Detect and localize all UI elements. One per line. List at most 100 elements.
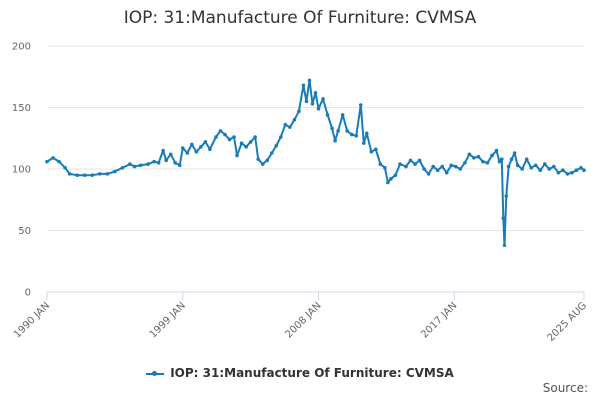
data-point[interactable]: [533, 163, 538, 168]
data-point[interactable]: [579, 165, 583, 170]
data-point[interactable]: [340, 113, 345, 117]
data-point[interactable]: [190, 142, 194, 147]
data-point[interactable]: [512, 151, 517, 155]
data-point[interactable]: [235, 153, 239, 158]
data-point[interactable]: [253, 135, 257, 139]
data-point[interactable]: [304, 99, 309, 104]
data-point[interactable]: [463, 161, 467, 165]
data-point[interactable]: [128, 162, 132, 166]
data-point[interactable]: [325, 113, 330, 117]
data-point[interactable]: [336, 129, 340, 133]
data-point[interactable]: [354, 133, 359, 138]
data-point[interactable]: [449, 163, 454, 168]
data-point[interactable]: [542, 162, 547, 166]
data-point[interactable]: [472, 156, 476, 160]
data-point[interactable]: [386, 180, 390, 185]
data-point[interactable]: [239, 141, 244, 145]
data-point[interactable]: [67, 172, 72, 176]
data-point[interactable]: [97, 172, 102, 176]
data-point[interactable]: [82, 173, 87, 177]
data-point[interactable]: [490, 153, 494, 158]
data-point[interactable]: [504, 194, 509, 198]
data-point[interactable]: [161, 148, 165, 153]
data-point[interactable]: [152, 159, 156, 164]
data-point[interactable]: [288, 125, 292, 129]
data-point[interactable]: [173, 161, 178, 165]
data-point[interactable]: [333, 138, 337, 143]
data-point[interactable]: [582, 168, 586, 173]
data-point[interactable]: [481, 159, 485, 164]
data-point[interactable]: [313, 90, 318, 95]
data-point[interactable]: [310, 102, 315, 106]
data-point[interactable]: [529, 165, 534, 170]
data-point[interactable]: [374, 147, 378, 152]
data-point[interactable]: [476, 154, 481, 159]
data-point[interactable]: [194, 149, 199, 154]
data-point[interactable]: [105, 172, 110, 176]
data-point[interactable]: [218, 129, 223, 133]
data-point[interactable]: [501, 216, 506, 220]
data-point[interactable]: [499, 157, 504, 161]
data-point[interactable]: [413, 162, 417, 166]
data-point[interactable]: [431, 164, 435, 169]
data-point[interactable]: [248, 140, 253, 144]
data-point[interactable]: [364, 131, 369, 136]
data-point[interactable]: [378, 162, 383, 166]
data-point[interactable]: [574, 168, 579, 173]
data-point[interactable]: [361, 141, 366, 145]
data-point[interactable]: [345, 129, 349, 133]
data-point[interactable]: [515, 163, 520, 168]
data-point[interactable]: [389, 177, 393, 181]
data-point[interactable]: [279, 135, 283, 139]
data-point[interactable]: [509, 157, 514, 161]
data-point[interactable]: [561, 168, 565, 173]
data-point[interactable]: [426, 172, 431, 176]
data-point[interactable]: [552, 164, 556, 169]
data-point[interactable]: [398, 162, 402, 166]
data-point[interactable]: [269, 151, 274, 155]
legend[interactable]: IOP: 31:Manufacture Of Furniture: CVMSA: [0, 366, 600, 380]
data-point[interactable]: [227, 137, 232, 142]
data-point[interactable]: [524, 157, 529, 161]
data-point[interactable]: [502, 243, 507, 248]
data-point[interactable]: [453, 164, 458, 169]
data-point[interactable]: [260, 162, 265, 166]
data-point[interactable]: [120, 165, 125, 170]
data-point[interactable]: [138, 163, 143, 168]
data-point[interactable]: [440, 164, 445, 169]
data-point[interactable]: [494, 148, 499, 153]
data-point[interactable]: [177, 163, 182, 168]
data-point[interactable]: [256, 157, 260, 161]
data-point[interactable]: [75, 173, 79, 177]
data-point[interactable]: [467, 152, 472, 157]
data-point[interactable]: [132, 164, 137, 169]
data-point[interactable]: [369, 149, 374, 154]
data-point[interactable]: [208, 147, 212, 152]
data-point[interactable]: [383, 165, 387, 170]
data-point[interactable]: [349, 132, 354, 137]
data-point[interactable]: [292, 118, 297, 122]
data-point[interactable]: [358, 103, 363, 107]
data-point[interactable]: [404, 164, 408, 169]
data-point[interactable]: [316, 106, 321, 111]
data-point[interactable]: [297, 109, 301, 113]
data-point[interactable]: [156, 161, 161, 165]
data-point[interactable]: [321, 97, 325, 101]
data-point[interactable]: [185, 151, 190, 155]
data-point[interactable]: [63, 165, 67, 170]
data-point[interactable]: [57, 159, 61, 164]
data-point[interactable]: [435, 168, 440, 173]
data-point[interactable]: [274, 143, 279, 148]
data-point[interactable]: [506, 164, 511, 169]
data-point[interactable]: [556, 170, 561, 175]
data-point[interactable]: [283, 122, 288, 127]
data-point[interactable]: [113, 169, 117, 174]
data-point[interactable]: [146, 162, 150, 166]
data-point[interactable]: [485, 161, 490, 165]
data-point[interactable]: [51, 156, 55, 160]
data-point[interactable]: [244, 145, 248, 149]
data-point[interactable]: [565, 172, 570, 176]
data-point[interactable]: [164, 158, 168, 163]
data-point[interactable]: [90, 173, 95, 177]
data-point[interactable]: [301, 83, 306, 88]
